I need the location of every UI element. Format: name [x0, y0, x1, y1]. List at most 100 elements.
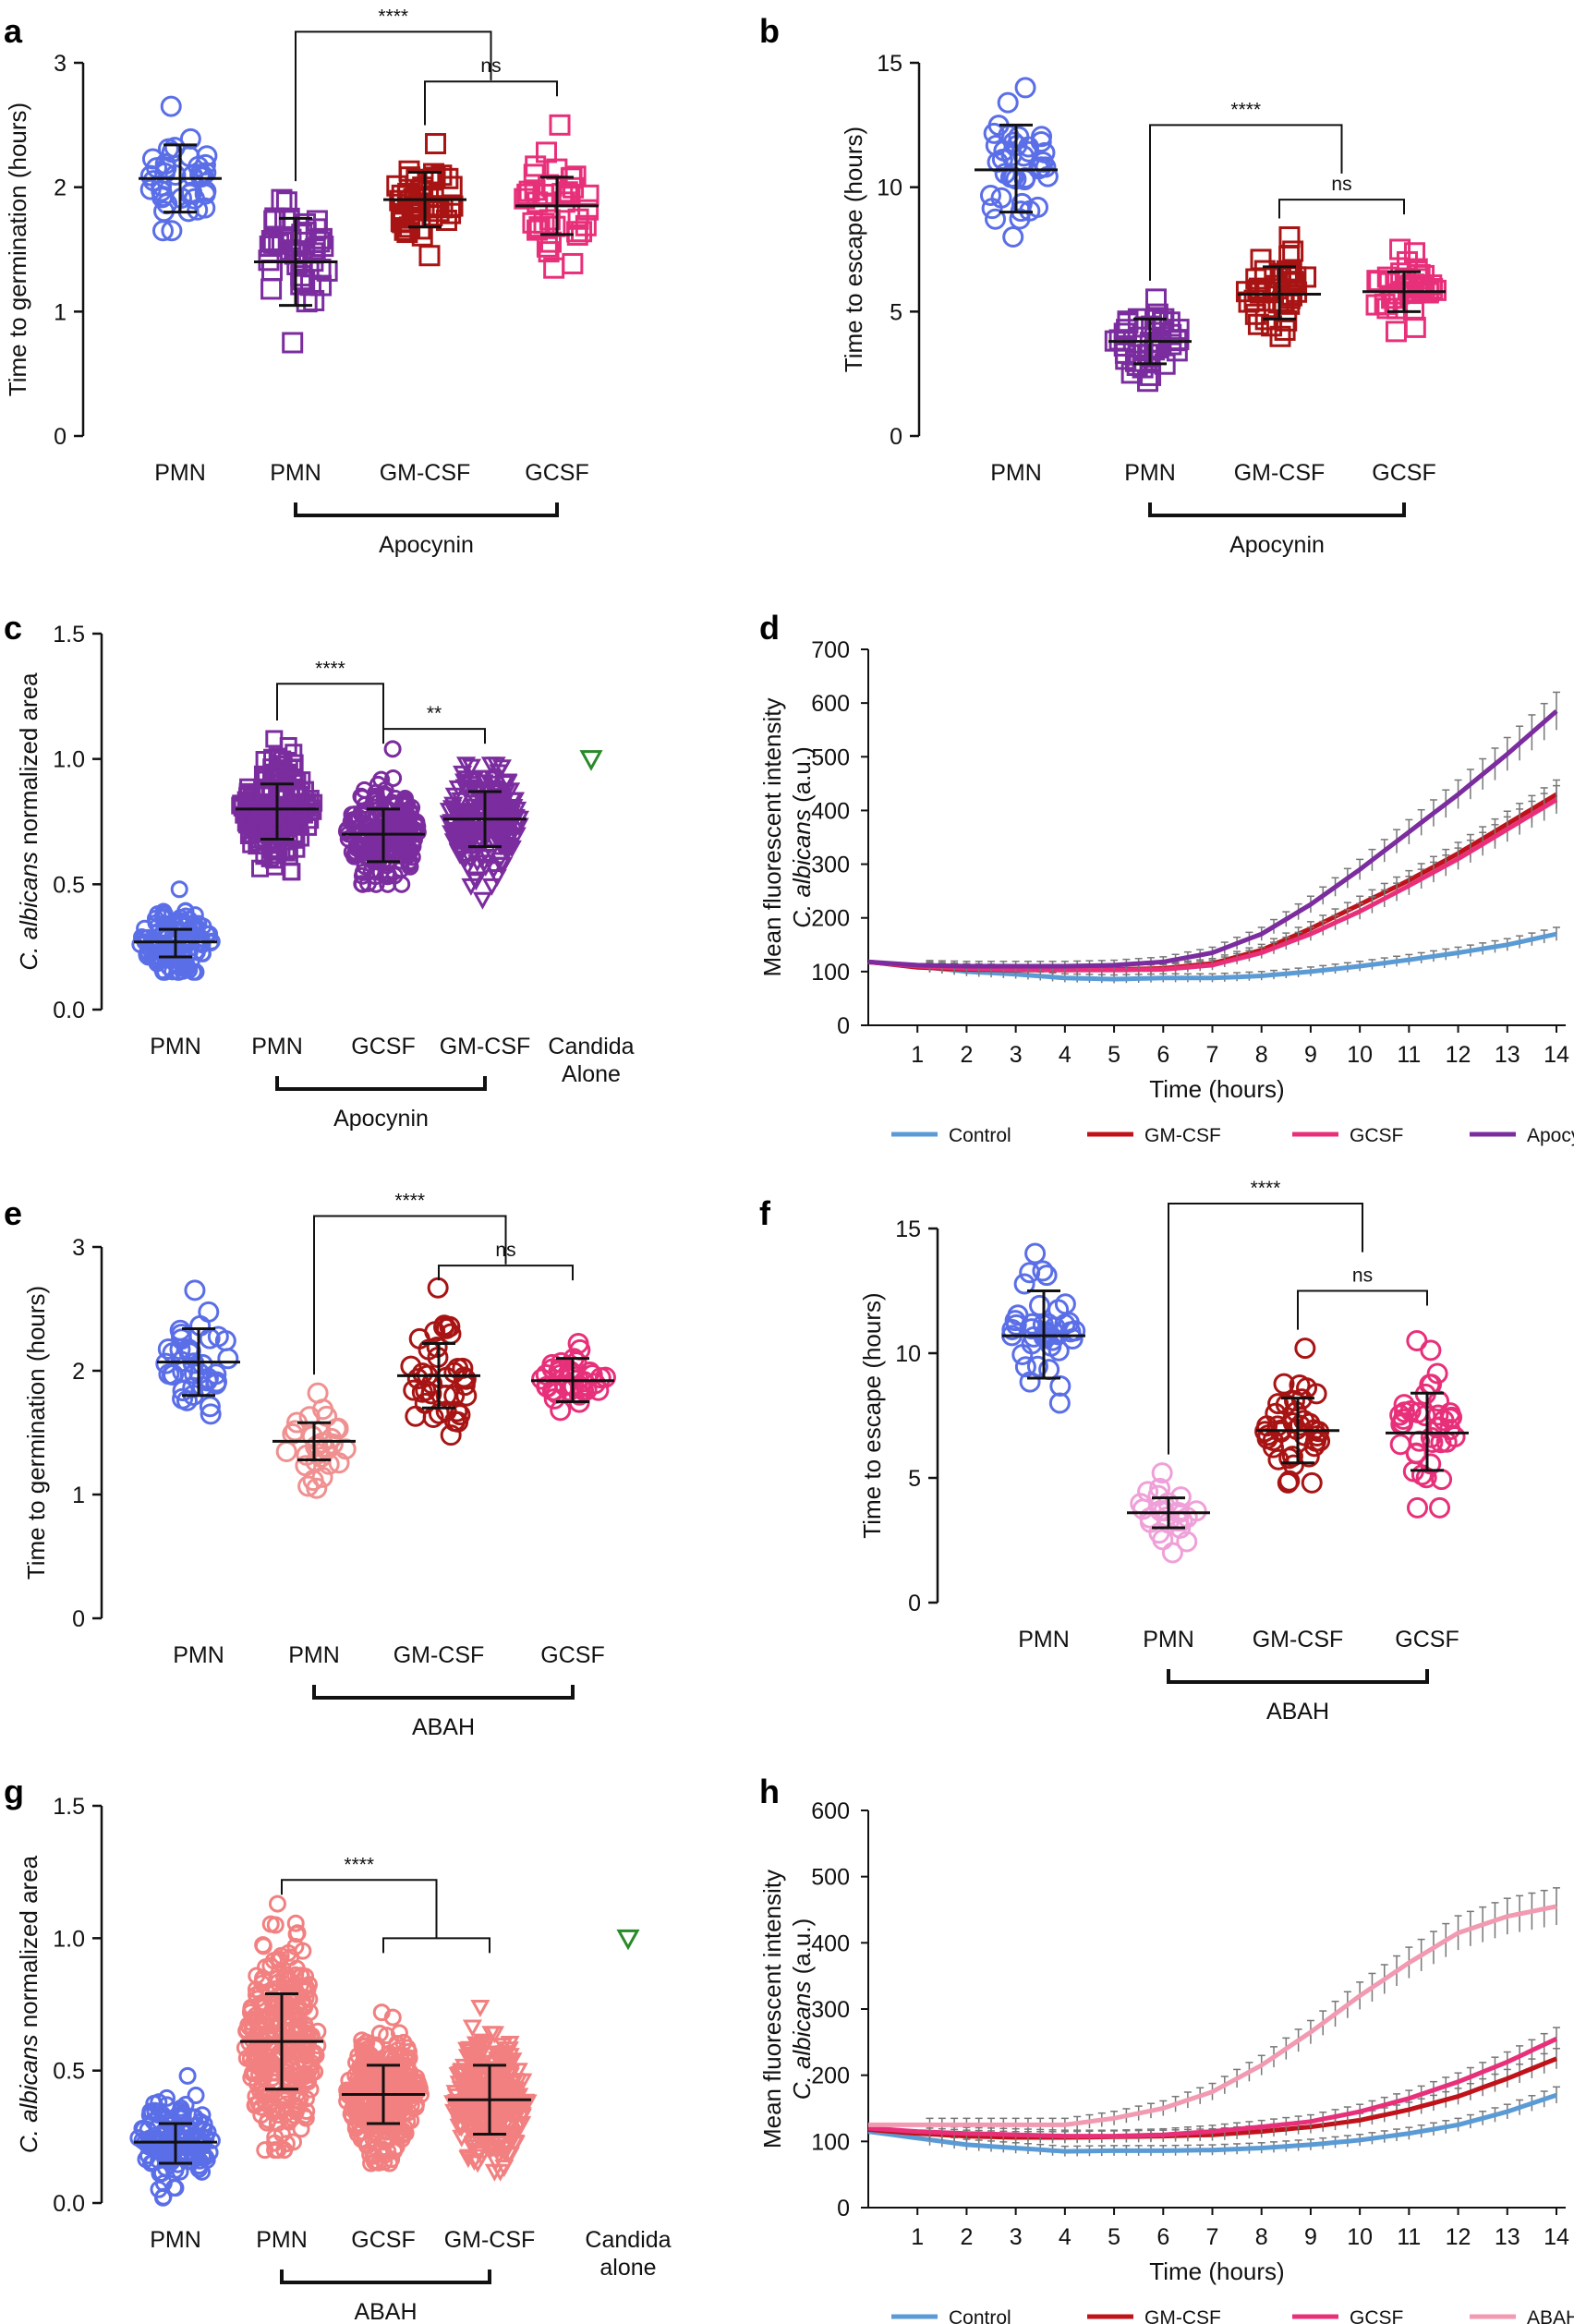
- group-0: [155, 1279, 240, 1425]
- group-2: [338, 2003, 430, 2173]
- data-point: [1273, 1373, 1295, 1395]
- data-point: [1441, 1406, 1463, 1428]
- group-3: [514, 114, 599, 279]
- data-point: [472, 891, 492, 910]
- data-point: [172, 1387, 194, 1410]
- series-abah: [868, 1887, 1560, 2132]
- data-point: [155, 1352, 177, 1374]
- data-point: [282, 863, 300, 881]
- y-tick-label: 300: [811, 853, 850, 878]
- data-point: [131, 935, 150, 953]
- data-point: [460, 851, 480, 869]
- treatment-label: ABAH: [1266, 1699, 1329, 1725]
- data-point: [251, 859, 270, 878]
- data-point: [501, 2118, 521, 2136]
- data-point: [502, 2132, 523, 2150]
- series-gm-csf: [867, 779, 1560, 975]
- data-point: [1427, 1404, 1449, 1426]
- data-point: [156, 2109, 175, 2127]
- panel-a: a 0 1 2 3 Time to germination (hours) PMN PMN GM…: [4, 6, 599, 558]
- series-line: [867, 709, 1558, 969]
- x-tick-label: 9: [1304, 2224, 1317, 2250]
- data-point: [443, 1385, 466, 1407]
- y-tick-label: 500: [811, 1865, 850, 1891]
- data-point: [425, 133, 447, 155]
- series-control: [867, 926, 1560, 984]
- data-point: [473, 769, 493, 788]
- x-tick-label: 9: [1304, 1042, 1317, 1068]
- y-axis-label: Time to germination (hours): [22, 1286, 50, 1580]
- series-line: [867, 2092, 1557, 2154]
- data-point: [1294, 1338, 1316, 1360]
- data-point: [452, 805, 472, 824]
- x-tick-label: 10: [1347, 2224, 1373, 2250]
- x-tick-label: 3: [1010, 1042, 1023, 1068]
- significance-bracket: [276, 683, 384, 731]
- x-category-label: GCSF: [351, 1034, 415, 1059]
- data-point: [1021, 1313, 1043, 1335]
- data-point: [464, 2100, 484, 2118]
- data-point: [983, 122, 1005, 144]
- data-point: [1014, 77, 1036, 99]
- significance-bracket: [382, 728, 486, 744]
- data-point: [1002, 226, 1024, 248]
- data-point: [514, 188, 536, 210]
- data-point: [307, 1434, 329, 1457]
- data-point: [1420, 1339, 1442, 1362]
- data-point: [1034, 141, 1056, 163]
- panel-letter: f: [759, 1194, 771, 1232]
- data-point: [285, 771, 304, 790]
- data-point: [981, 198, 1003, 220]
- y-tick-label: 10: [877, 176, 902, 201]
- x-category-label: PMN: [150, 2227, 201, 2253]
- significance-bracket: [438, 1265, 574, 1281]
- legend-label: GM-CSF: [1144, 1125, 1221, 1146]
- significance-bracket: [313, 1215, 507, 1375]
- data-point: [354, 803, 372, 821]
- group-3: [443, 1999, 538, 2182]
- significance-bracket: [295, 30, 492, 182]
- data-point: [270, 2015, 288, 2033]
- data-point: [194, 183, 216, 205]
- data-point: [384, 769, 403, 787]
- x-tick-label: 11: [1397, 2224, 1421, 2250]
- treatment-bracket: [1167, 1669, 1429, 1684]
- data-point: [282, 1948, 300, 1967]
- data-point: [418, 245, 441, 267]
- data-point: [549, 114, 571, 136]
- treatment-label: Apocynin: [379, 532, 474, 558]
- data-point: [522, 212, 544, 234]
- y-axis-label: C. albicans normalized area: [15, 1855, 42, 2153]
- data-point: [454, 2076, 475, 2094]
- series-gcsf: [867, 784, 1560, 975]
- data-point: [398, 2039, 417, 2057]
- y-tick-label: 200: [811, 906, 850, 932]
- group-0: [1000, 1242, 1086, 1414]
- y-tick-label: 400: [811, 1931, 850, 1956]
- data-point: [188, 2116, 206, 2135]
- group-0: [139, 95, 222, 242]
- data-point: [402, 2112, 420, 2130]
- significance-label: ****: [315, 658, 345, 679]
- data-point: [478, 848, 498, 866]
- data-point: [1261, 315, 1283, 337]
- data-point: [456, 757, 477, 775]
- data-point: [275, 1440, 297, 1462]
- data-point: [616, 1929, 640, 1951]
- x-category-label: GM-CSF: [440, 1034, 531, 1059]
- x-category-label: GCSF: [351, 2227, 415, 2253]
- data-point: [1404, 316, 1426, 338]
- data-point: [199, 1396, 221, 1418]
- x-category-label: GM-CSF: [1253, 1627, 1344, 1652]
- data-point: [1389, 238, 1411, 260]
- group-0: [129, 2066, 221, 2207]
- data-point: [304, 2045, 322, 2064]
- data-point: [268, 233, 290, 255]
- data-point: [248, 2075, 267, 2093]
- x-category-label: PMN: [256, 2227, 308, 2253]
- panel-letter: d: [759, 609, 780, 647]
- data-point: [462, 2059, 482, 2077]
- y-tick-label: 500: [811, 744, 850, 770]
- x-tick-label: 1: [911, 1042, 924, 1068]
- data-point: [1047, 1299, 1070, 1321]
